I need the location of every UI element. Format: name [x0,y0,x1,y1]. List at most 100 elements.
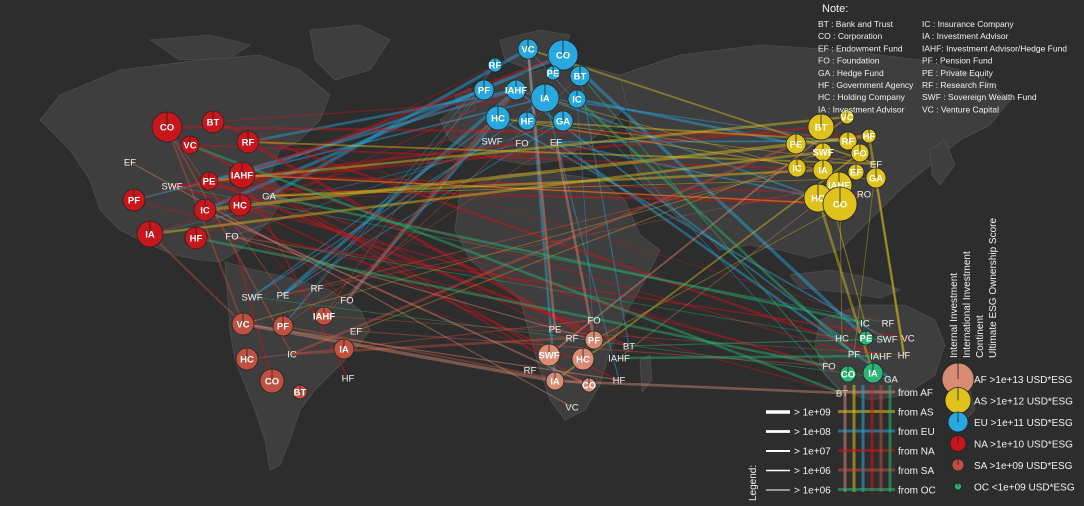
node-sa-hc[interactable]: HC [235,347,259,371]
node-af-swf[interactable]: SWF [537,343,561,367]
node-af-pf[interactable]: PF [584,330,604,350]
node-sa-pe[interactable]: PE [277,291,290,302]
node-af-pe[interactable]: PE [549,325,562,336]
node-as-hf[interactable]: HF [861,128,877,144]
node-na-hc[interactable]: HC [228,193,252,217]
node-na-fo[interactable]: FO [225,232,238,243]
node-eu-swf[interactable]: SWF [481,137,502,148]
node-label: BT [815,123,828,134]
node-eu-hc[interactable]: HC [485,105,511,131]
node-oc-hf[interactable]: HF [898,351,911,362]
node-label: SWF [161,182,182,193]
node-oc-pe[interactable]: PE [858,330,874,346]
node-na-hf[interactable]: HF [184,226,208,250]
node-af-bt[interactable]: BT [623,342,635,353]
node-as-ef2[interactable]: EF [847,163,865,181]
node-sa-swf[interactable]: SWF [241,293,262,304]
node-eu-hf[interactable]: HF [517,111,537,131]
node-oc-iahf[interactable]: IAHF [870,352,892,363]
node-af-iahf[interactable]: IAHF [608,354,630,365]
node-eu-pe[interactable]: PE [545,65,561,81]
node-as-bt[interactable]: BT [807,113,835,141]
node-sa-pf[interactable]: PF [272,315,294,337]
node-as-ic[interactable]: IC [787,158,807,178]
node-as-co[interactable]: CO [822,186,858,222]
node-af-rf2[interactable]: RF [524,366,537,377]
flow-line [231,235,595,341]
node-eu-ga[interactable]: GA [552,110,574,132]
flow-line [133,199,843,394]
node-as-fo[interactable]: FO [850,143,870,163]
node-af-vc[interactable]: VC [565,403,578,414]
node-eu-bt[interactable]: BT [569,65,591,87]
node-sa-ia[interactable]: IA [333,338,355,360]
node-eu-vc[interactable]: VC [517,38,539,60]
node-as-ro[interactable]: RO [857,190,871,201]
node-af-hc[interactable]: HC [571,347,595,371]
flow-line [241,174,865,195]
node-label: IC [287,350,297,361]
node-eu-ef[interactable]: EF [550,138,562,149]
node-af-ia[interactable]: IA [545,371,565,391]
node-oc-ga[interactable]: GA [884,375,898,386]
flow-line [149,233,244,325]
node-eu-rf[interactable]: RF [487,57,503,73]
node-af-rf[interactable]: RF [566,334,579,345]
node-sa-hf[interactable]: HF [342,374,355,385]
node-oc-bt[interactable]: BT [836,389,848,400]
node-sa-rf[interactable]: RF [311,284,324,295]
node-sa-ic[interactable]: IC [287,350,297,361]
node-eu-co[interactable]: CO [547,39,579,71]
node-eu-pf[interactable]: PF [473,79,495,101]
node-na-ga[interactable]: GA [262,192,276,203]
node-sa-ef[interactable]: EF [350,327,362,338]
node-na-swf[interactable]: SWF [161,182,182,193]
node-na-pf[interactable]: PF [122,188,146,212]
node-eu-ia[interactable]: IA [530,83,560,113]
land-canada-islands [149,34,251,61]
node-as-pe[interactable]: PE [785,133,807,155]
node-sa-bt[interactable]: BT [292,384,308,400]
node-oc-hc[interactable]: HC [835,334,849,345]
node-af-fo[interactable]: FO [587,316,600,327]
node-na-iahf[interactable]: IAHF [228,161,256,189]
flow-line [555,140,892,381]
node-as-ef[interactable]: EF [870,160,882,171]
node-eu-ic[interactable]: IC [567,89,587,109]
node-na-rf[interactable]: RF [236,130,260,154]
node-na-co[interactable]: CO [151,111,183,143]
node-af-hf[interactable]: HF [613,376,626,387]
node-oc-pf[interactable]: PF [848,350,860,361]
flow-line [242,323,620,381]
node-label: SWF [812,148,833,159]
node-sa-co[interactable]: CO [259,368,285,394]
node-label: IAHF [313,312,335,323]
node-af-co[interactable]: CO [581,377,597,393]
node-eu-iahf[interactable]: IAHF [505,79,527,101]
node-oc-co[interactable]: CO [839,365,857,383]
flow-line [212,120,882,358]
land-greenland [309,24,391,81]
node-label: IAHF [828,181,850,192]
node-oc-ia[interactable]: IA [862,362,884,384]
node-na-bt[interactable]: BT [201,110,225,134]
node-na-ef[interactable]: EF [124,158,136,169]
node-oc-swf[interactable]: SWF [876,335,897,346]
node-oc-ic[interactable]: IC [860,319,870,330]
flow-line [562,54,830,367]
node-na-pe[interactable]: PE [199,171,219,191]
node-oc-fo[interactable]: FO [822,362,835,373]
node-oc-rf[interactable]: RF [882,319,895,330]
node-sa-fo[interactable]: FO [340,296,353,307]
node-na-ia[interactable]: IA [136,220,164,248]
node-as-ga[interactable]: GA [865,167,887,189]
node-na-ic[interactable]: IC [193,198,217,222]
node-sa-iahf[interactable]: IAHF [313,306,335,326]
node-as-vc[interactable]: VC [839,109,855,125]
node-as-ia[interactable]: IA [812,159,834,181]
node-na-vc[interactable]: VC [180,135,200,155]
node-sa-vc[interactable]: VC [231,312,255,336]
node-as-rf[interactable]: RF [838,131,858,151]
node-oc-vc[interactable]: VC [901,334,914,345]
node-eu-fo[interactable]: FO [515,139,528,150]
